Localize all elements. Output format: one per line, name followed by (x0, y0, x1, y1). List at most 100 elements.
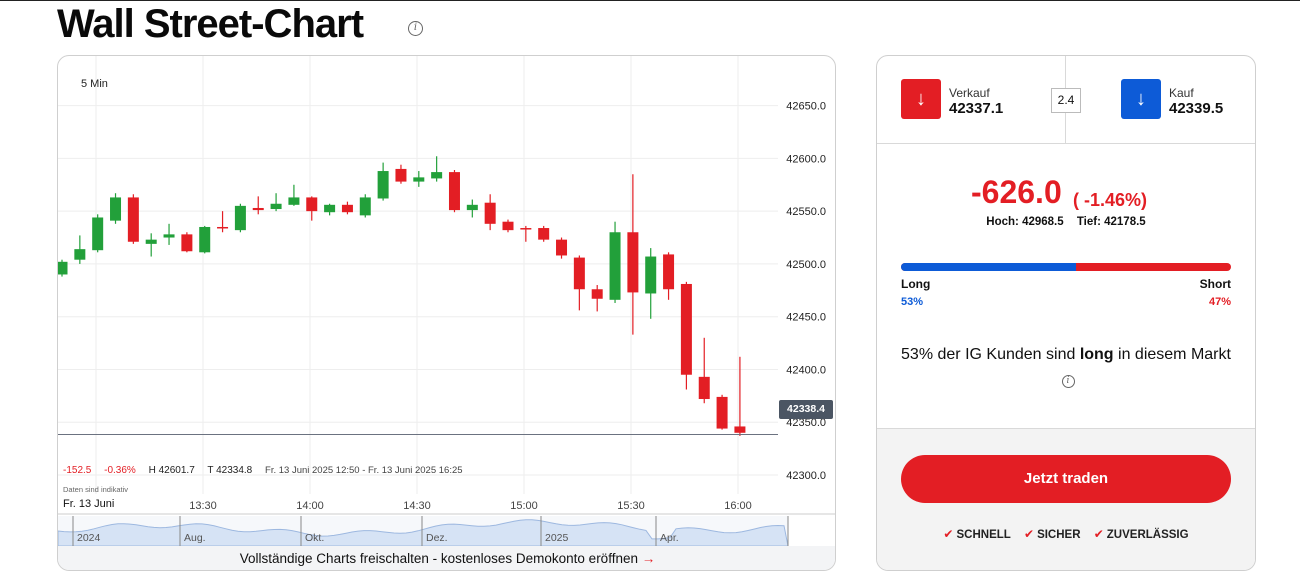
x-tick-label: 16:00 (724, 500, 752, 512)
sentiment-pre: 53% der IG Kunden sind (901, 346, 1080, 363)
candle-body (324, 204, 336, 213)
chart-card: 42650.0 42600.0 42550.0 42500.0 42450.0 42400… (57, 55, 836, 571)
check-icon: ✔ (1093, 527, 1104, 541)
buy-price: 42339.5 (1169, 100, 1224, 117)
trade-footer: Jetzt traden ✔ SCHNELL ✔ SICHER ✔ ZUVERLÄSS… (877, 428, 1255, 570)
candle-body (145, 239, 157, 244)
unlock-charts-link[interactable]: Vollständige Charts freischalten - koste… (58, 546, 835, 570)
candle-body (538, 228, 550, 240)
sentiment-bar (901, 263, 1231, 271)
navigator-label: 2025 (545, 532, 569, 544)
spread-value: 2.4 (1051, 88, 1081, 113)
candle-body (484, 202, 496, 224)
sentiment-text: 53% der IG Kunden sind long in diesem Ma… (897, 342, 1235, 394)
candle-body (270, 203, 282, 210)
short-pct: 47% (1208, 296, 1231, 308)
current-price-tag: 42338.4 (779, 400, 833, 419)
candle-body (520, 228, 532, 230)
daily-high: Hoch: 42968.5 (986, 216, 1064, 228)
candle-body (466, 204, 478, 211)
stat-high: H 42601.7 (148, 465, 195, 476)
feature-fast: ✔ SCHNELL (943, 527, 1011, 541)
feature-reliable: ✔ ZUVERLÄSSIG (1093, 527, 1189, 541)
candle-body (413, 177, 425, 182)
buy-label: Kauf (1169, 86, 1194, 100)
candle-body (698, 376, 710, 400)
sentiment-post: in diesem Markt (1113, 346, 1231, 363)
candle-body (341, 204, 353, 213)
sentiment-info-icon[interactable]: i (1061, 375, 1075, 388)
candle-body (288, 197, 300, 205)
trade-card: ↓ Verkauf 42337.1 2.4 ↓ Kauf 42339.5 -62… (876, 55, 1256, 571)
sell-button[interactable]: ↓ (901, 79, 941, 119)
candle-body (395, 168, 407, 182)
candle-body (127, 197, 139, 242)
navigator-label: 2024 (77, 532, 101, 544)
y-tick-label: 42300.0 (786, 470, 826, 482)
unlock-charts-text: Vollständige Charts freischalten - koste… (239, 551, 638, 566)
candle-body (92, 217, 104, 251)
navigator-label: Okt. (305, 532, 324, 544)
stat-range: Fr. 13 Juni 2025 12:50 - Fr. 13 Juni 202… (265, 465, 463, 476)
check-icon: ✔ (943, 527, 954, 541)
navigator-label: Apr. (660, 532, 679, 544)
chart-stats: -152.5 -0.36% H 42601.7 T 42334.8 Fr. 13… (63, 465, 473, 476)
long-label: Long (901, 277, 931, 291)
navigator-label: Aug. (184, 532, 206, 544)
x-tick-label: 13:30 (189, 500, 217, 512)
sell-label: Verkauf (949, 86, 990, 100)
candle-body (573, 257, 585, 290)
sentiment-long-fill (901, 263, 1076, 271)
navigator-area (58, 519, 789, 547)
top-divider (0, 0, 1300, 1)
candle-body (645, 256, 657, 294)
candle-body (74, 249, 86, 260)
y-tick-label: 42450.0 (786, 312, 826, 324)
candle-body (359, 197, 371, 216)
candlestick-chart[interactable]: 42650.0 42600.0 42550.0 42500.0 42450.0 42400… (58, 56, 836, 571)
arrow-right-icon: → (641, 551, 656, 566)
daily-low: Tief: 42178.5 (1076, 216, 1146, 228)
candle-body (448, 172, 460, 211)
indicative-note: Daten sind indikativ (63, 485, 129, 494)
feature-fast-label: SCHNELL (956, 529, 1011, 541)
y-tick-label: 42350.0 (786, 417, 826, 429)
candle-body (217, 226, 229, 229)
title-info-icon[interactable]: i (408, 21, 423, 36)
date-label: Fr. 13 Juni (63, 498, 115, 510)
candle-body (663, 254, 675, 290)
candle-body (431, 172, 443, 179)
candle-body (252, 207, 264, 211)
candle-body (680, 283, 692, 375)
daily-change: -626.0 (971, 174, 1062, 210)
candle-body (234, 205, 246, 231)
stat-change-pct: -0.36% (104, 465, 136, 476)
candle-body (556, 239, 568, 256)
candle-body (163, 234, 175, 238)
candle-body (306, 197, 318, 212)
check-icon: ✔ (1024, 527, 1035, 541)
high-low-row: Hoch: 42968.5 Tief: 42178.5 (877, 216, 1255, 228)
feature-safe-label: SICHER (1037, 529, 1081, 541)
y-tick-label: 42400.0 (786, 364, 826, 376)
feature-safe: ✔ SICHER (1024, 527, 1081, 541)
candle-body (734, 426, 746, 433)
candle-body (502, 221, 514, 231)
stat-change: -152.5 (63, 465, 92, 476)
sentiment-bold: long (1079, 346, 1114, 363)
x-tick-label: 15:00 (510, 500, 538, 512)
candle-body (181, 234, 193, 252)
candle-body (609, 232, 621, 300)
y-tick-label: 42600.0 (786, 153, 826, 165)
short-label: Short (1199, 277, 1231, 291)
daily-change-pct: ( -1.46%) (1073, 190, 1148, 210)
trade-now-button[interactable]: Jetzt traden (901, 455, 1231, 503)
navigator-label: Dez. (426, 532, 448, 544)
arrow-down-icon: ↓ (916, 88, 926, 110)
buy-button[interactable]: ↓ (1121, 79, 1161, 119)
candle-body (627, 232, 639, 293)
candle-body (58, 261, 68, 275)
candle-body (377, 171, 389, 199)
timeframe-label[interactable]: 5 Min (81, 78, 108, 90)
candle-body (716, 396, 728, 429)
